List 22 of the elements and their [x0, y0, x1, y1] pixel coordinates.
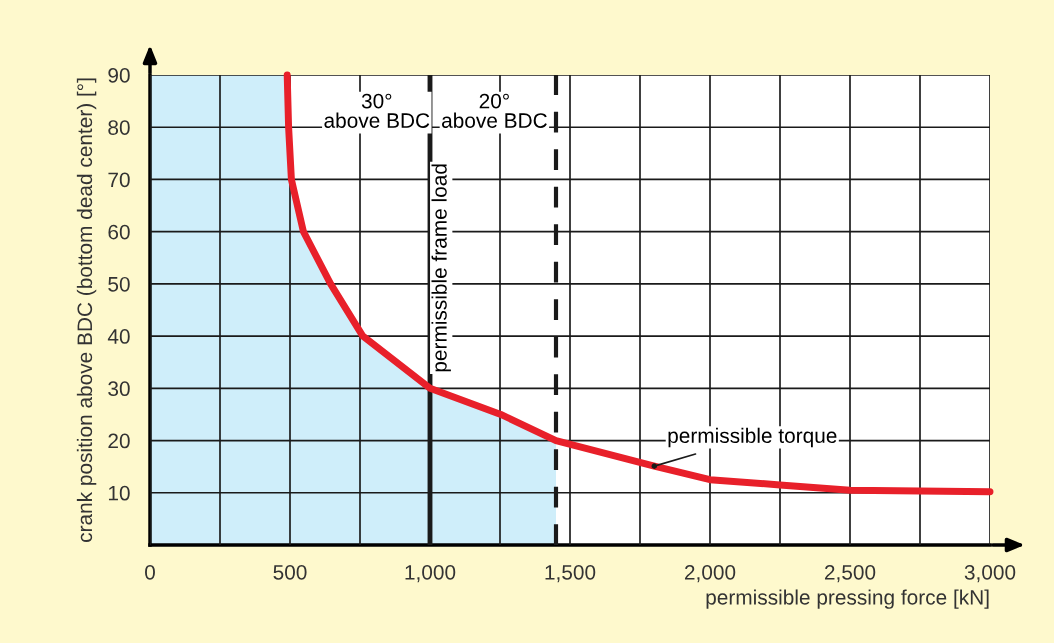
x-tick-label: 2,500: [824, 564, 876, 583]
x-tick-label: 2,000: [684, 564, 736, 583]
y-tick-label: 90: [108, 68, 130, 83]
annotation: permissible torque: [668, 427, 837, 448]
annotation: 30° above BDC: [324, 93, 430, 128]
y-tick-label: 20: [108, 433, 130, 449]
y-tick-label: 10: [108, 485, 130, 501]
y-tick-label: 30: [108, 381, 130, 397]
x-axis-title: permissible pressing force [kN]: [706, 589, 989, 609]
y-tick-label: 50: [108, 276, 130, 292]
y-tick-label: 80: [108, 120, 130, 135]
x-tick-label: 1,000: [405, 564, 456, 583]
y-tick-label: 40: [107, 329, 130, 344]
ref-line-label: permissible frame load: [431, 164, 451, 372]
y-axis-title: crank position above BDC (bottom dead center) [°]: [76, 78, 97, 542]
y-tick-label: 60: [108, 224, 130, 240]
x-tick-label: 1,500: [545, 564, 596, 583]
annotation: 20° above BDC: [442, 93, 547, 128]
x-tick-label: 500: [273, 564, 307, 580]
x-tick-label: 3,000: [964, 564, 1016, 583]
x-tick-label: 0: [145, 564, 155, 580]
y-tick-label: 70: [108, 172, 130, 188]
